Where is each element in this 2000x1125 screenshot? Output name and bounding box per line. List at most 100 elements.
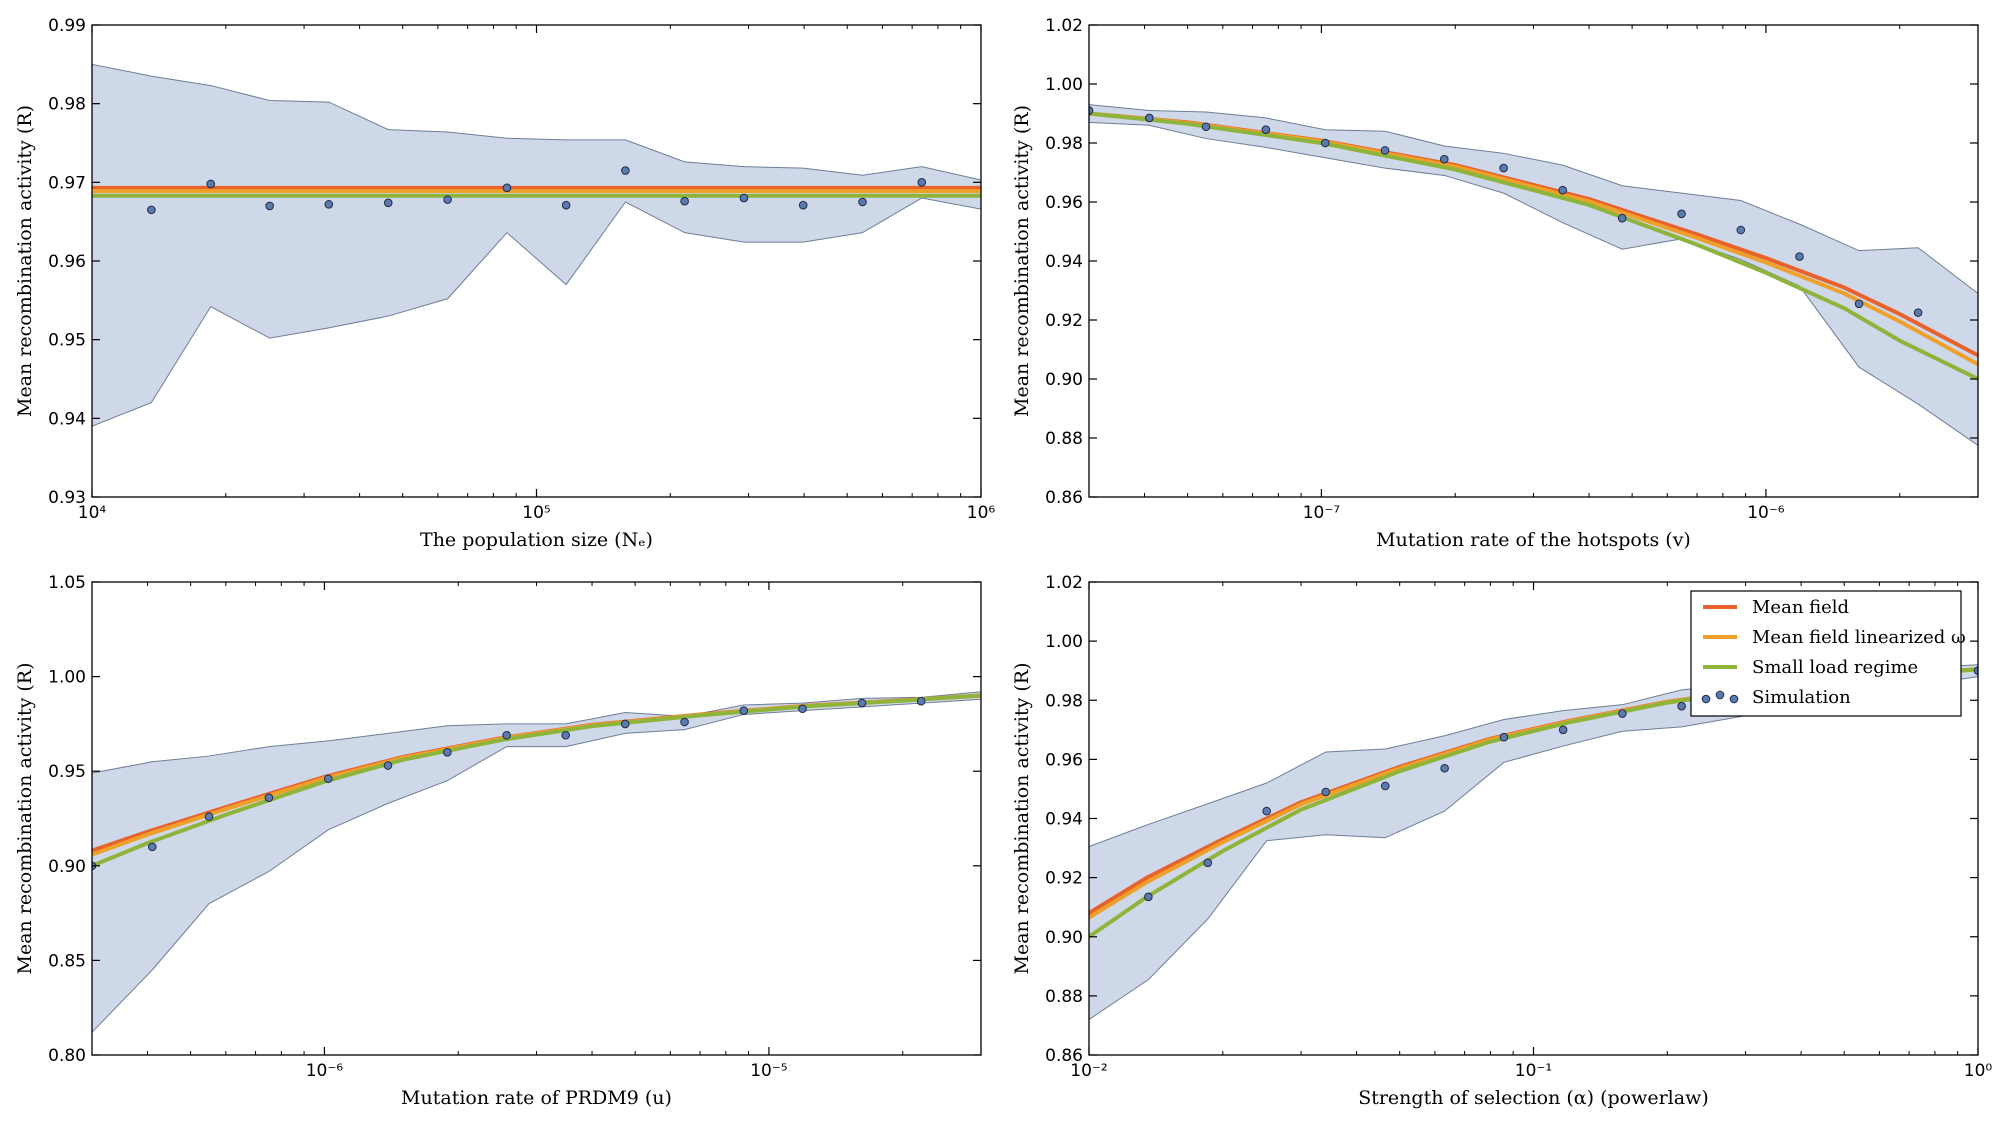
simulation-point [1499,163,1508,173]
simulation-point [204,812,214,821]
simulation-point [1499,732,1509,742]
y-tick-label: 0.96 [1045,750,1083,770]
y-axis-label: Mean recombination activity (R) [1011,663,1033,975]
y-tick-label: 0.99 [48,16,86,36]
simulation-point [148,842,157,852]
legend-label-mean-field: Mean field [1752,597,1849,618]
simulation-point [1262,806,1271,816]
simulation-point [1440,763,1449,773]
y-tick-label: 0.92 [1045,869,1083,889]
simulation-point [502,183,512,193]
simulation-point [383,761,393,770]
simulation-point [857,698,867,708]
plot-area [1089,104,1978,446]
y-tick-label: 0.96 [48,252,86,272]
simulation-point [502,730,511,740]
legend-label-small-load: Small load regime [1752,657,1918,678]
confidence-band [92,63,981,427]
y-tick-label: 1.02 [1045,573,1083,593]
x-tick-label: 10⁴ [78,503,107,523]
y-tick-label: 0.98 [1045,691,1083,711]
simulation-point [1558,725,1568,735]
y-axis-label: Mean recombination activity (R) [14,663,36,975]
simulation-point [323,774,333,784]
simulation-point [1145,113,1154,123]
y-tick-label: 0.96 [1045,193,1083,213]
chart-hotspot-mutation: 10⁻⁷ 10⁻⁶ 0.86 0.88 0.90 0.92 0.94 0.96 0.98 1.00… [1011,16,1979,551]
plot-area [92,63,981,427]
simulation-point [147,205,156,215]
simulation-point [1203,858,1213,868]
legend-label-mean-field-linearized: Mean field linearized ω [1752,627,1966,648]
simulation-point [206,179,216,189]
y-tick-label: 0.88 [1045,429,1083,449]
y-tick-label: 0.90 [48,857,86,877]
simulation-point [1677,701,1686,711]
simulation-point [1144,892,1153,902]
x-axis-label: The population size (Nₑ) [420,529,653,551]
simulation-point [1380,781,1390,791]
series-line-small-load [92,693,981,868]
simulation-point [916,696,926,706]
y-tick-label: 1.00 [1045,75,1083,95]
y-axis-label: Mean recombination activity (R) [1011,105,1033,417]
confidence-band [1089,664,1978,1021]
y-tick-label: 1.02 [1045,16,1083,36]
x-tick-label: 10⁰ [1964,1061,1993,1081]
x-tick-label: 10⁻² [1070,1061,1107,1081]
simulation-point [1440,154,1449,164]
simulation-point [739,706,749,715]
legend-marker [1729,694,1739,704]
y-tick-label: 0.86 [1045,1046,1083,1066]
simulation-point [1321,787,1331,797]
y-tick-label: 0.95 [48,762,86,782]
simulation-point [1677,209,1686,219]
simulation-point [739,193,749,203]
y-tick-label: 0.94 [48,409,86,429]
confidence-band [92,691,981,1034]
simulation-point [265,201,274,211]
simulation-point [798,200,808,210]
simulation-point [680,196,689,206]
y-tick-label: 0.86 [1045,488,1083,508]
y-tick-label: 0.90 [1045,928,1083,948]
chart-prdm9-mutation: 10⁻⁶ 10⁻⁵ 0.80 0.85 0.90 0.95 1.00 1.05 Mutation… [14,573,982,1109]
simulation-point [561,200,571,210]
plot-area [92,691,981,1034]
x-axis-label: Mutation rate of the hotspots (v) [1376,529,1691,551]
x-axis-label: Mutation rate of PRDM9 (u) [401,1087,672,1109]
series-line-small-load [1089,111,1978,381]
simulation-point [1617,213,1627,223]
simulation-point [1558,185,1568,195]
y-tick-label: 0.90 [1045,370,1083,390]
y-tick-label: 0.85 [48,951,86,971]
simulation-point [858,197,867,207]
x-tick-label: 10⁻⁶ [306,1061,344,1081]
simulation-point [1261,125,1271,135]
y-tick-label: 0.93 [48,488,86,508]
y-tick-label: 0.95 [48,331,86,351]
simulation-point [680,717,689,727]
legend: Mean field Mean field linearized ω Small… [1690,590,1966,717]
y-tick-label: 1.05 [48,573,86,593]
y-tick-label: 0.94 [1045,252,1083,272]
simulation-point [1089,106,1094,115]
simulation-point [561,730,571,740]
y-tick-label: 0.94 [1045,810,1083,830]
x-tick-label: 10⁻⁶ [1747,503,1785,523]
simulation-point [443,747,452,757]
legend-label-simulation: Simulation [1752,687,1851,708]
simulation-point [264,793,274,802]
simulation-point [1201,122,1211,132]
x-tick-label: 10⁻⁵ [750,1061,787,1081]
legend-frame [1690,590,1962,717]
legend-marker [1715,690,1725,700]
x-tick-label: 10⁻¹ [1515,1061,1552,1081]
simulation-point [1854,299,1864,309]
y-tick-label: 1.00 [1045,632,1083,652]
legend-swatch-simulation [1701,690,1739,704]
y-tick-label: 0.88 [1045,987,1083,1007]
simulation-point [324,200,334,209]
y-tick-label: 0.97 [48,173,86,193]
